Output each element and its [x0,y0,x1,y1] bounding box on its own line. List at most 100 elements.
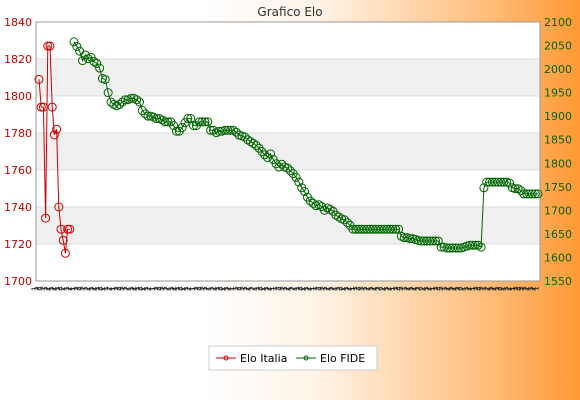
point-elo-fide [351,224,361,234]
point-elo-fide [476,242,486,252]
point-elo-fide [197,117,207,127]
point-elo-fide [274,162,284,172]
point-elo-fide [223,125,233,135]
x-tick-label: 2 [393,286,402,291]
point-elo-italia [34,74,44,84]
right-tick-label: 1750 [544,181,572,194]
point-elo-fide [357,224,367,234]
point-elo-fide [69,37,79,47]
point-elo-fide [371,224,381,234]
x-tick-label: 1 [126,286,135,291]
point-elo-fide [260,150,270,160]
x-tick-label: 1 [279,286,288,291]
point-elo-fide [510,184,520,194]
point-elo-fide [359,224,369,234]
point-elo-fide [160,117,170,127]
x-tick-label: 1 [200,286,209,291]
point-elo-fide [522,189,532,199]
x-tick-label: 3 [236,286,245,291]
grid [35,21,541,282]
x-tick-label: 1 [261,286,270,291]
x-tick-label: 1 [31,286,40,291]
x-tick-label: 1 [40,286,49,291]
x-tick-label: 1 [405,286,414,291]
x-tick-label: 1 [439,286,448,291]
x-tick-label: 2 [522,286,531,291]
x-tick-label: 2 [482,286,491,291]
point-elo-fide [248,138,258,148]
x-tick-label: 1 [461,286,470,291]
x-tick-label: 2 [98,286,107,291]
x-tick-label: 3 [276,286,285,291]
point-elo-italia [45,41,55,51]
point-elo-fide [78,56,88,66]
point-elo-fide [527,189,537,199]
point-elo-fide [468,240,478,250]
x-tick-label: 2 [338,286,347,291]
point-elo-fide [385,224,395,234]
x-tick-label: 2 [104,286,113,291]
x-tick-label: 1 [519,286,528,291]
point-elo-fide [240,132,250,142]
x-tick-label: 3 [196,286,205,291]
point-elo-fide [428,236,438,246]
x-tick-label: 1 [359,286,368,291]
left-tick-label: 1820 [4,53,32,66]
point-elo-fide [348,224,358,234]
point-elo-fide [220,125,230,135]
x-tick-label: 1 [390,286,399,291]
point-elo-fide [413,236,423,246]
point-elo-fide [305,196,315,206]
x-tick-label: 2 [184,286,193,291]
point-elo-fide [436,242,446,252]
point-elo-italia [54,202,64,212]
x-tick-label: 2 [258,286,267,291]
legend-label-elo-fide: Elo FIDE [320,352,365,365]
point-elo-fide [200,117,210,127]
x-tick-label: 2 [313,286,322,291]
right-tick-label: 1600 [544,251,572,264]
point-elo-fide [368,224,378,234]
point-elo-fide [422,236,432,246]
point-elo-fide [445,243,455,253]
x-tick-label: 2 [295,286,304,291]
x-tick-label: 2 [458,286,467,291]
point-elo-fide [365,224,375,234]
x-tick-label: 2 [34,286,43,291]
series-line-elo-fide [73,41,538,249]
point-elo-fide [493,177,503,187]
point-elo-fide [291,172,301,182]
x-tick-label: 2 [402,286,411,291]
point-elo-fide [479,183,489,193]
right-tick-label: 1850 [544,134,572,147]
x-tick-label: 1 [67,286,76,291]
x-tick-label: 1 [270,286,279,291]
point-elo-fide [203,117,213,127]
x-tick-label: 2 [83,286,92,291]
point-elo-fide [419,236,429,246]
x-tick-label: 3 [157,286,166,291]
x-tick-label: 1 [510,286,519,291]
x-tick-label: 2 [415,286,424,291]
point-elo-fide [143,111,153,121]
x-tick-label: 2 [243,286,252,291]
x-tick-label: 2 [135,286,144,291]
point-elo-fide [530,189,540,199]
x-tick-label: 2 [74,286,83,291]
point-elo-fide [177,122,187,132]
point-elo-italia [38,102,48,112]
x-tick-label: 1 [319,286,328,291]
point-elo-fide [254,143,264,153]
x-tick-label: 1 [366,286,375,291]
x-tick-label: 1 [190,286,199,291]
x-tick-label: 2 [329,286,338,291]
x-tick-label: 1 [430,286,439,291]
legend: Elo Italia Elo FIDE [208,345,378,371]
series-layer [34,37,543,258]
legend-box [208,345,378,371]
x-tick-label: 2 [273,286,282,291]
point-elo-fide [470,240,480,250]
x-tick-label: 1 [372,286,381,291]
x-tick-label: 2 [362,286,371,291]
